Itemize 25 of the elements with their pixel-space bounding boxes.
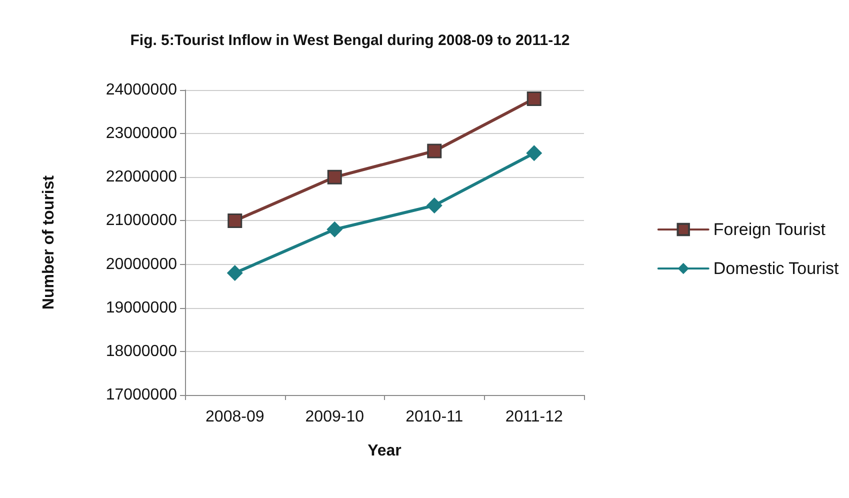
y-tick-label: 19000000: [106, 299, 178, 316]
x-tick-label: 2009-10: [305, 408, 364, 426]
y-tick-label: 23000000: [106, 125, 178, 142]
point: [226, 265, 243, 281]
y-tick-label: 18000000: [106, 342, 178, 360]
point: [426, 197, 442, 214]
x-tick-label: 2010-11: [406, 408, 464, 426]
y-tick-label: 24000000: [106, 82, 178, 98]
legend-label: Foreign Tourist: [713, 220, 826, 239]
x-tick-label: 2011-12: [505, 408, 563, 426]
legend-label: Domestic Tourist: [713, 259, 839, 278]
y-tick-label: 20000000: [106, 256, 178, 273]
x-tick-label: 2008-09: [206, 408, 264, 426]
x-axis-title: Year: [368, 442, 402, 460]
y-tick-label: 17000000: [106, 386, 178, 404]
point: [327, 170, 342, 184]
point: [526, 91, 542, 106]
chart-title: Fig. 5:Tourist Inflow in West Bengal during 2008-09 to 2011-12: [130, 32, 570, 49]
point: [326, 221, 343, 238]
point: [427, 144, 442, 158]
y-axis-title: Number of tourist: [40, 174, 58, 310]
point: [228, 213, 242, 228]
point: [526, 145, 542, 162]
y-tick-label: 21000000: [106, 212, 178, 230]
y-tick-label: 22000000: [106, 168, 178, 186]
